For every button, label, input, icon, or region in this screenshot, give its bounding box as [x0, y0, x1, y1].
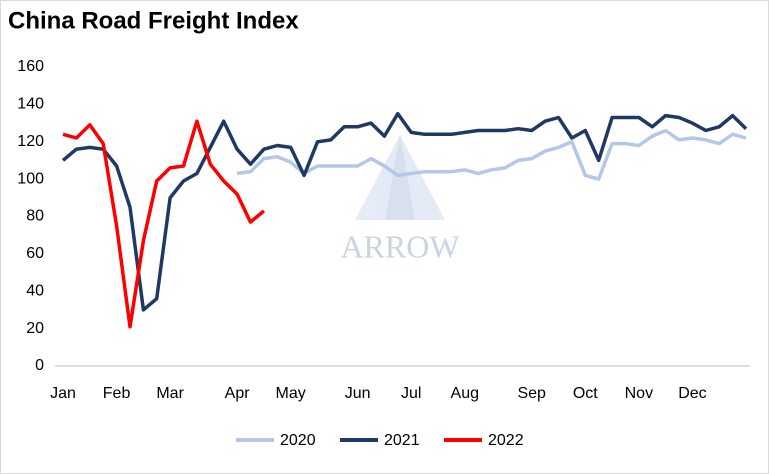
x-tick-label: Feb	[103, 385, 131, 402]
x-tick-label: Jul	[401, 385, 421, 402]
x-tick-label: Jan	[50, 385, 76, 402]
legend-label: 2022	[488, 432, 524, 449]
y-tick-label: 160	[17, 58, 44, 75]
x-tick-label: Dec	[678, 385, 706, 402]
y-tick-label: 80	[26, 208, 44, 225]
y-tick-label: 140	[17, 96, 44, 113]
y-tick-label: 100	[17, 170, 44, 187]
x-tick-label: Nov	[625, 385, 653, 402]
y-tick-label: 20	[26, 320, 44, 337]
x-tick-label: May	[276, 385, 306, 402]
series-line	[61, 111, 748, 312]
y-tick-label: 120	[17, 133, 44, 150]
x-tick-label: Jun	[345, 385, 371, 402]
series-line	[62, 119, 266, 329]
x-tick-label: Apr	[225, 385, 251, 402]
x-tick-label: Sep	[517, 385, 546, 402]
watermark: ARROW	[340, 228, 460, 264]
x-tick-label: Aug	[451, 385, 479, 402]
chart-title: China Road Freight Index	[8, 7, 299, 34]
legend-label: 2021	[384, 432, 420, 449]
y-tick-label: 0	[35, 357, 44, 374]
legend-label: 2020	[280, 432, 316, 449]
y-tick-label: 40	[26, 282, 44, 299]
watermark-logo	[355, 135, 445, 220]
x-tick-label: Mar	[156, 385, 184, 402]
y-tick-label: 60	[26, 245, 44, 262]
series-line	[236, 128, 747, 181]
x-tick-label: Oct	[573, 385, 598, 402]
